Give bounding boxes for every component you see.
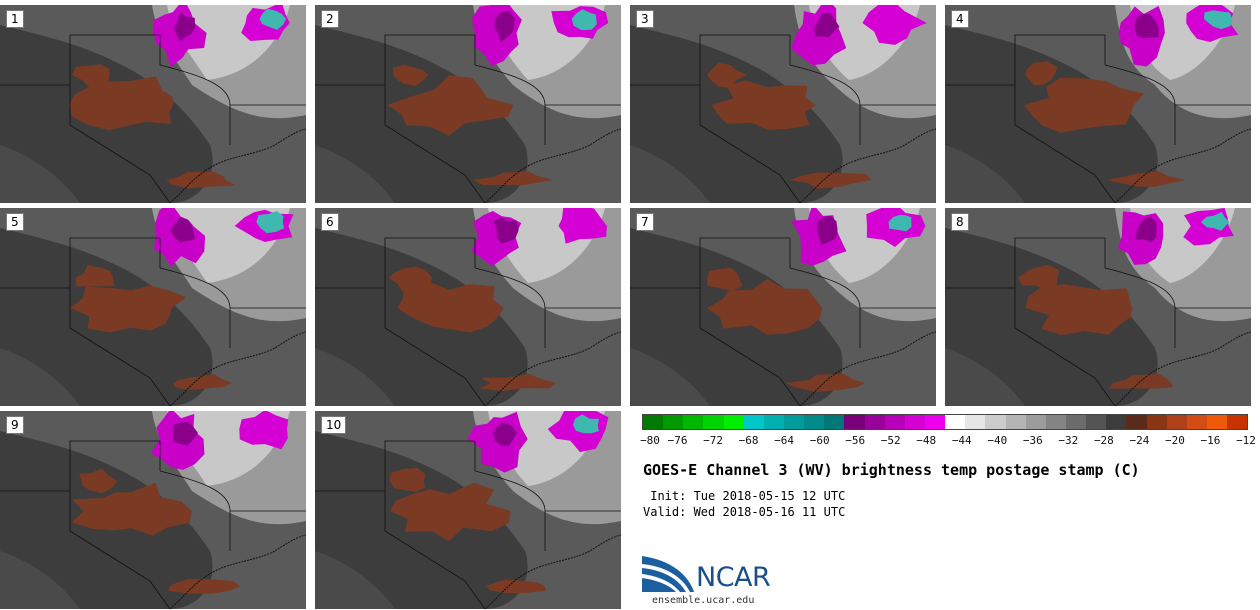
- colorbar-swatch: [985, 415, 1006, 429]
- colorbar-tick-label: −20: [1165, 434, 1185, 447]
- satellite-map: [945, 5, 1251, 203]
- colorbar-tick-label: −80: [640, 434, 660, 447]
- figure-title: GOES-E Channel 3 (WV) brightness temp po…: [643, 461, 1140, 479]
- colorbar-tick-label: −68: [738, 434, 759, 447]
- colorbar-swatch: [1126, 415, 1147, 429]
- colorbar-ticks: −80 −76 −72 −68 −64 −60 −56 −52 −48 −44 −40 −36 −32 −…: [640, 430, 1256, 447]
- colorbar-swatch: [763, 415, 784, 429]
- colorbar-swatch: [864, 415, 885, 429]
- colorbar-swatch: [844, 415, 865, 429]
- colorbar: [642, 414, 1248, 430]
- ncar-logo-icon: [642, 556, 694, 592]
- satellite-map: [315, 5, 621, 203]
- colorbar-tick-label: −12: [1236, 434, 1256, 447]
- colorbar-tick-label: −56: [845, 434, 866, 447]
- panel-number: 4: [951, 10, 969, 28]
- satellite-map: [630, 208, 936, 406]
- colorbar-tick-label: −60: [809, 434, 830, 447]
- colorbar-tick-label: −24: [1129, 434, 1150, 447]
- colorbar-swatch: [924, 415, 946, 429]
- colorbar-swatch: [643, 415, 664, 429]
- colorbar-swatch: [1227, 415, 1248, 429]
- panel-number: 1: [6, 10, 24, 28]
- colorbar-tick-label: −72: [703, 434, 723, 447]
- colorbar-swatch: [1206, 415, 1228, 429]
- panel-number: 5: [6, 213, 24, 231]
- forecast-panel: 2: [315, 5, 621, 203]
- forecast-panel: 8: [945, 208, 1251, 406]
- forecast-panel: 6: [315, 208, 621, 406]
- colorbar-tick-label: −64: [774, 434, 795, 447]
- colorbar-tick-label: −76: [667, 434, 688, 447]
- panel-number: 3: [636, 10, 654, 28]
- colorbar-tick-label: −32: [1058, 434, 1079, 447]
- colorbar-swatch: [743, 415, 764, 429]
- colorbar-swatch: [1146, 415, 1167, 429]
- colorbar-swatch: [683, 415, 704, 429]
- colorbar-tick-label: −52: [880, 434, 901, 447]
- panel-number: 10: [321, 416, 347, 434]
- forecast-panel: 4: [945, 5, 1251, 203]
- forecast-panel: 1: [0, 5, 306, 203]
- panel-number: 7: [636, 213, 654, 231]
- satellite-map: [945, 208, 1251, 406]
- colorbar-swatch: [904, 415, 925, 429]
- colorbar-swatch: [783, 415, 805, 429]
- colorbar-tick-label: −28: [1093, 434, 1114, 447]
- init-time: Init: Tue 2018-05-15 12 UTC: [643, 489, 846, 503]
- satellite-map: [0, 411, 306, 609]
- colorbar-swatch: [804, 415, 825, 429]
- colorbar-swatch: [1005, 415, 1026, 429]
- colorbar-swatch: [703, 415, 724, 429]
- forecast-panel: 3: [630, 5, 936, 203]
- forecast-panel: 5: [0, 208, 306, 406]
- colorbar-swatch: [723, 415, 744, 429]
- panel-number: 2: [321, 10, 339, 28]
- colorbar-tick-label: −36: [1022, 434, 1043, 447]
- satellite-map: [315, 208, 621, 406]
- forecast-panel: 7: [630, 208, 936, 406]
- colorbar-tick-label: −40: [987, 434, 1008, 447]
- satellite-map: [0, 208, 306, 406]
- colorbar-swatch: [1106, 415, 1127, 429]
- colorbar-swatch: [1045, 415, 1066, 429]
- colorbar-legend: −80 −76 −72 −68 −64 −60 −56 −52 −48 −44 −40 −36 −32 −…: [640, 414, 1256, 447]
- colorbar-swatch: [1086, 415, 1107, 429]
- colorbar-tick-label: −48: [916, 434, 937, 447]
- forecast-panel: 9: [0, 411, 306, 609]
- satellite-map: [630, 5, 936, 203]
- colorbar-tick-label: −16: [1200, 434, 1221, 447]
- colorbar-swatch: [824, 415, 845, 429]
- valid-time: Valid: Wed 2018-05-16 11 UTC: [643, 505, 846, 519]
- satellite-map: [315, 411, 621, 609]
- colorbar-swatch: [965, 415, 986, 429]
- colorbar-swatch: [1166, 415, 1187, 429]
- colorbar-swatch: [663, 415, 684, 429]
- panel-number: 8: [951, 213, 969, 231]
- colorbar-swatch: [884, 415, 905, 429]
- satellite-map: [0, 5, 306, 203]
- panel-number: 6: [321, 213, 339, 231]
- colorbar-swatch: [945, 415, 966, 429]
- colorbar-swatch: [1025, 415, 1046, 429]
- colorbar-tick-label: −44: [951, 434, 972, 447]
- colorbar-swatch: [1065, 415, 1087, 429]
- ncar-logo-text: NCAR: [696, 562, 771, 593]
- colorbar-swatch: [1186, 415, 1207, 429]
- logo-url: ensemble.ucar.edu: [652, 595, 755, 606]
- panel-number: 9: [6, 416, 24, 434]
- forecast-panel: 10: [315, 411, 621, 609]
